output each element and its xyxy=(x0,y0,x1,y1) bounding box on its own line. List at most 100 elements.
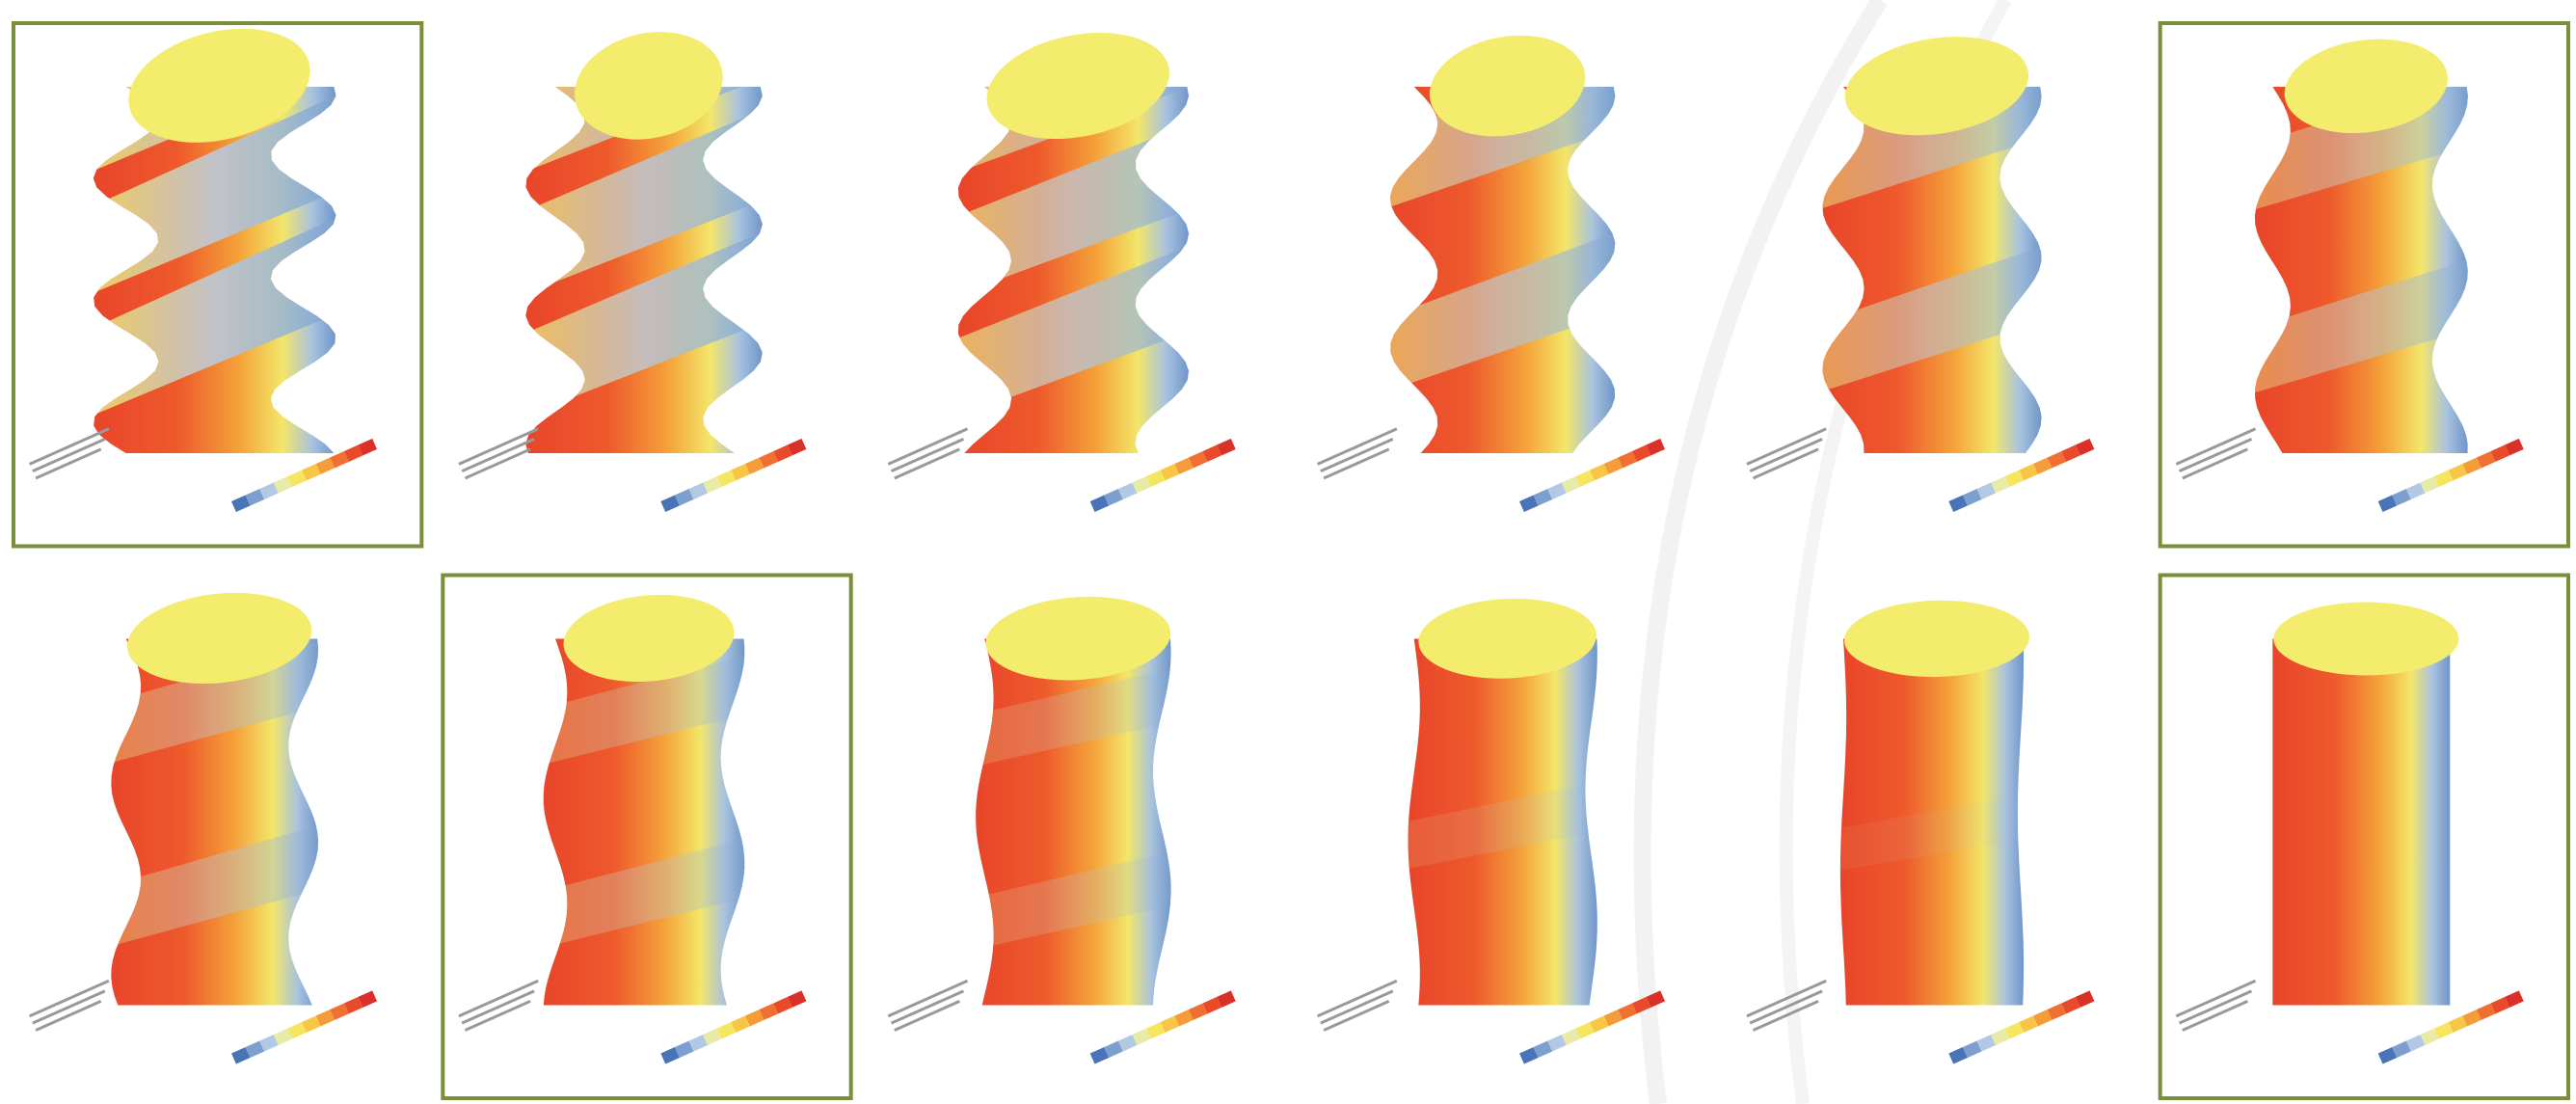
caption-lines xyxy=(1746,979,1827,1032)
legend-swatch xyxy=(2033,457,2053,474)
legend-swatch xyxy=(2047,450,2067,469)
legend-swatch xyxy=(1603,1009,1623,1027)
legend-swatch xyxy=(1104,488,1123,506)
caption-line xyxy=(2178,989,2253,1025)
tower-panel xyxy=(887,596,1236,1064)
legend-swatch xyxy=(674,1040,694,1058)
legend-swatch xyxy=(1646,990,1666,1008)
caption-line xyxy=(1749,989,1823,1025)
caption-line xyxy=(461,437,535,473)
legend-swatch xyxy=(2392,1040,2411,1058)
legend-swatch xyxy=(1561,475,1581,494)
legend-swatch xyxy=(1547,482,1567,499)
tower-top xyxy=(2273,602,2459,676)
legend-swatch xyxy=(1991,475,2010,494)
tower-top xyxy=(1418,598,1597,679)
legend-swatch xyxy=(2075,990,2095,1008)
legend-swatch xyxy=(259,1034,279,1052)
tower-top xyxy=(986,32,1169,140)
panel-frame xyxy=(12,21,424,549)
legend-swatch xyxy=(1631,996,1651,1014)
legend-swatch xyxy=(2061,996,2080,1014)
legend-swatch xyxy=(330,1003,349,1020)
caption-line xyxy=(458,979,539,1018)
legend-swatch xyxy=(1174,1009,1194,1027)
legend-bar xyxy=(1089,990,1236,1064)
legend-swatch xyxy=(1590,463,1609,481)
legend-bar xyxy=(660,438,807,512)
shade-bands xyxy=(1839,788,2025,877)
tower-top xyxy=(2284,39,2448,134)
legend-swatch xyxy=(1132,1028,1152,1045)
tower-panel xyxy=(1746,37,2095,512)
legend-swatch xyxy=(1089,1046,1110,1064)
legend-swatch xyxy=(1948,1046,1968,1064)
legend-swatch xyxy=(2047,1003,2067,1020)
legend-swatch xyxy=(660,495,680,512)
legend-swatch xyxy=(1976,1034,1997,1052)
shade-band xyxy=(2254,253,2468,399)
legend-swatch xyxy=(1618,1003,1637,1020)
legend-swatch xyxy=(1188,450,1208,469)
legend-swatch xyxy=(2392,488,2411,506)
caption-line xyxy=(2175,427,2257,466)
legend-swatch xyxy=(703,1028,722,1045)
legend-swatch xyxy=(273,1028,293,1045)
caption-line xyxy=(28,979,110,1018)
legend-swatch xyxy=(745,1009,765,1027)
legend-swatch xyxy=(1160,463,1180,481)
legend-bar xyxy=(1519,438,1666,512)
legend-swatch xyxy=(759,450,779,469)
shade-band xyxy=(1390,227,1616,395)
tower-panel xyxy=(1746,600,2095,1064)
panel-frame xyxy=(441,573,853,1100)
caption-line xyxy=(1746,979,1827,1018)
legend-swatch xyxy=(2061,444,2080,462)
tower-panel xyxy=(1317,35,1666,512)
legend-swatch xyxy=(660,1046,680,1064)
shade-band xyxy=(543,831,745,955)
legend-swatch xyxy=(2004,1021,2025,1039)
legend-bar xyxy=(1948,990,2095,1064)
caption-lines xyxy=(887,979,969,1032)
legend-swatch xyxy=(343,444,363,462)
legend-swatch xyxy=(716,1021,737,1039)
legend-swatch xyxy=(2434,470,2454,487)
legend-bar xyxy=(2377,990,2524,1064)
tower-panel xyxy=(12,21,424,549)
caption-lines xyxy=(1746,427,1827,480)
caption-line xyxy=(1323,447,1390,480)
legend-swatch xyxy=(688,482,709,499)
legend-swatch xyxy=(716,470,737,487)
legend-swatch xyxy=(2448,1015,2468,1033)
tower-panel xyxy=(2158,573,2571,1100)
caption-line xyxy=(894,447,960,480)
legend-swatch xyxy=(231,495,251,512)
caption-line xyxy=(35,447,102,480)
legend-bar xyxy=(231,990,378,1064)
caption-line xyxy=(461,989,535,1025)
legend-swatch xyxy=(731,1015,750,1033)
legend-swatch xyxy=(1519,495,1539,512)
tower-panel xyxy=(2158,21,2571,549)
caption-lines xyxy=(1317,427,1398,480)
tower-panel xyxy=(28,592,378,1064)
legend-swatch xyxy=(1202,996,1222,1014)
caption-line xyxy=(1320,989,1394,1025)
shade-bands xyxy=(1408,775,1597,875)
legend-swatch xyxy=(2019,463,2038,481)
legend-swatch xyxy=(358,438,378,456)
caption-line xyxy=(458,427,539,466)
shade-band xyxy=(976,661,1171,773)
caption-line xyxy=(890,437,965,473)
legend-swatch xyxy=(1991,1028,2010,1045)
legend-swatch xyxy=(245,488,265,506)
legend-swatch xyxy=(773,996,792,1014)
legend-bar xyxy=(1948,438,2095,512)
caption-line xyxy=(1752,1000,1819,1032)
watermark-arc xyxy=(1633,0,1888,1104)
legend-swatch xyxy=(688,1034,709,1052)
legend-swatch xyxy=(315,1009,335,1027)
shade-band xyxy=(1839,788,2025,877)
caption-line xyxy=(2182,447,2248,480)
